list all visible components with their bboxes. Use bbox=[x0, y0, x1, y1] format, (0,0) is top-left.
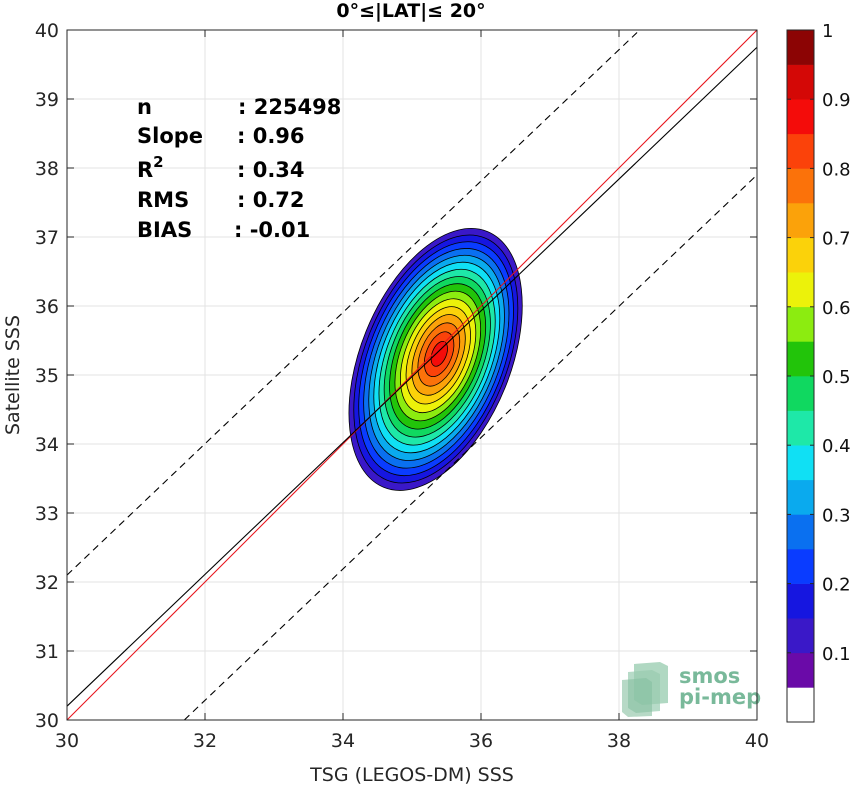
stat-value: : 0.34 bbox=[237, 158, 305, 182]
colorbar-tick-label: 0.9 bbox=[822, 90, 851, 111]
x-tick-label: 32 bbox=[193, 730, 217, 752]
colorbar-tick-label: 0.2 bbox=[822, 575, 851, 596]
colorbar-tick-label: 1 bbox=[822, 21, 833, 42]
stat-value: : -0.01 bbox=[234, 218, 310, 242]
stat-label: BIAS bbox=[137, 218, 192, 242]
colorbar-segment bbox=[787, 341, 814, 377]
y-tick-label: 36 bbox=[35, 296, 59, 318]
density-contours bbox=[348, 228, 523, 491]
y-tick-label: 34 bbox=[35, 434, 59, 456]
x-tick-label: 38 bbox=[607, 730, 631, 752]
colorbar-segment bbox=[787, 479, 814, 515]
colorbar-segment bbox=[787, 376, 814, 411]
colorbar-tick-label: 0.1 bbox=[822, 644, 851, 665]
stat-label: RMS bbox=[137, 188, 189, 212]
colorbar-segment bbox=[787, 306, 814, 342]
y-tick-label: 32 bbox=[35, 572, 59, 594]
colorbar-tick-label: 0.6 bbox=[822, 298, 851, 319]
x-tick-label: 30 bbox=[55, 730, 79, 752]
colorbar-segment bbox=[787, 237, 814, 273]
fit-line bbox=[66, 46, 758, 707]
logo-text-smos: smos bbox=[679, 664, 740, 688]
colorbar-segment bbox=[787, 203, 814, 238]
watermark-logo: smos pi-mep bbox=[622, 662, 761, 717]
y-tick-label: 38 bbox=[35, 158, 59, 180]
x-axis-label: TSG (LEGOS-DM) SSS bbox=[309, 764, 514, 786]
colorbar-tick-label: 0.3 bbox=[822, 505, 851, 526]
stat-value: : 225498 bbox=[238, 95, 341, 119]
colorbar-segment bbox=[787, 30, 814, 65]
y-tick-label: 37 bbox=[35, 227, 59, 249]
x-tick-label: 36 bbox=[469, 730, 493, 752]
colorbar-segment bbox=[787, 410, 814, 446]
colorbar-segment bbox=[787, 687, 814, 723]
colorbar-segment bbox=[787, 445, 814, 481]
colorbar-segment bbox=[787, 133, 814, 169]
colorbar-segment bbox=[787, 549, 814, 584]
stat-label: Slope bbox=[137, 124, 203, 148]
colorbar-segment bbox=[787, 64, 814, 100]
y-tick-label: 35 bbox=[35, 365, 59, 387]
colorbar-segment bbox=[787, 652, 814, 688]
colorbar-segment bbox=[787, 583, 814, 619]
colorbar: 0.1 0.2 0.3 0.4 0.5 0.6 0.7 0.8 0.9 1 bbox=[786, 21, 851, 723]
logo-text-pimep: pi-mep bbox=[679, 685, 761, 709]
y-tick-label: 33 bbox=[35, 503, 59, 525]
y-tick-label: 31 bbox=[35, 641, 59, 663]
y-tick-label: 30 bbox=[35, 710, 59, 732]
contour-level bbox=[430, 340, 448, 367]
colorbar-tick-label: 0.5 bbox=[822, 367, 851, 388]
stat-label: n bbox=[137, 95, 152, 119]
logo-mark bbox=[622, 662, 668, 717]
colorbar-tick-label: 0.4 bbox=[822, 436, 851, 457]
colorbar-segment bbox=[787, 99, 814, 135]
axis-ticks: 30 32 34 36 38 40 30 31 32 33 34 35 36 37 38 39 40 bbox=[35, 20, 769, 752]
regression-lines bbox=[66, 29, 758, 721]
colorbar-segment bbox=[787, 168, 814, 204]
y-axis-label: Satellite SSS bbox=[2, 315, 24, 435]
stat-value: : 0.96 bbox=[237, 124, 305, 148]
x-tick-label: 34 bbox=[331, 730, 355, 752]
colorbar-segment bbox=[787, 514, 814, 550]
identity-line bbox=[66, 29, 758, 721]
colorbar-segment bbox=[787, 272, 814, 308]
colorbar-tick-label: 0.8 bbox=[822, 159, 851, 180]
colorbar-segment bbox=[787, 618, 814, 654]
colorbar-tick-label: 0.7 bbox=[822, 229, 851, 250]
stat-value: : 0.72 bbox=[237, 188, 305, 212]
chart-title: 0°≤|LAT|≤ 20° bbox=[336, 0, 485, 22]
y-tick-label: 40 bbox=[35, 20, 59, 42]
x-tick-label: 40 bbox=[745, 730, 769, 752]
stat-label-superscript: 2 bbox=[153, 153, 163, 171]
y-tick-label: 39 bbox=[35, 89, 59, 111]
